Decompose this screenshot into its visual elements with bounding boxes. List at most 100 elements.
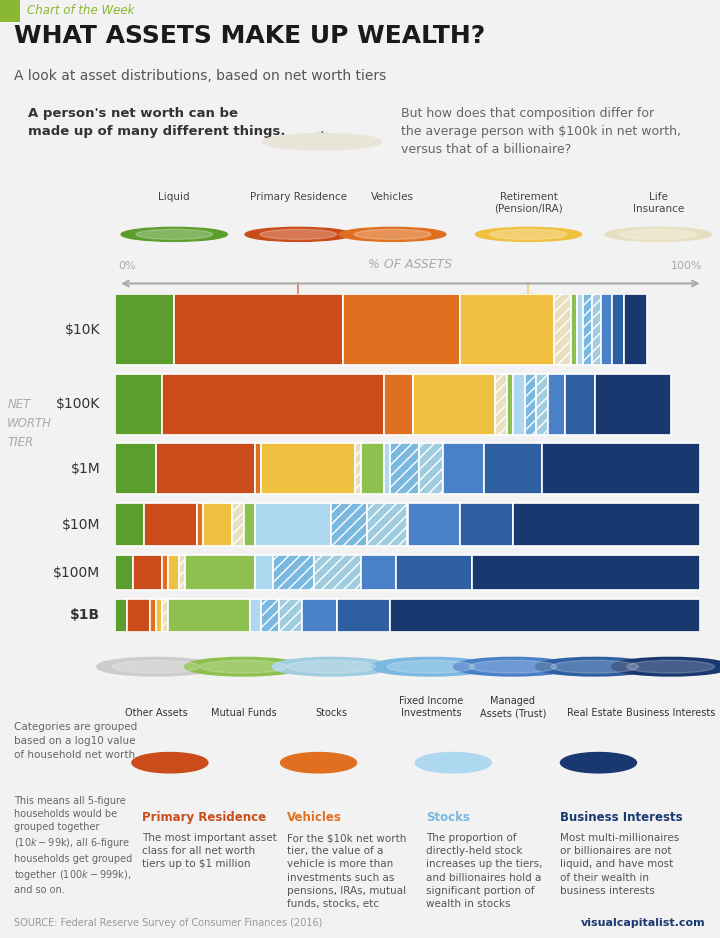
Bar (343, 294, 460, 366)
Bar (542, 444, 700, 494)
Circle shape (627, 660, 715, 673)
Bar (355, 444, 361, 494)
Bar (592, 294, 600, 366)
Bar (115, 374, 162, 435)
Circle shape (121, 227, 228, 241)
Circle shape (454, 658, 571, 675)
Circle shape (97, 658, 215, 675)
Text: The proportion of
directly-held stock
increases up the tiers,
and billionaires h: The proportion of directly-held stock in… (426, 833, 542, 909)
Text: NET
WORTH
TIER: NET WORTH TIER (7, 398, 53, 449)
Text: Chart of the Week: Chart of the Week (27, 5, 135, 18)
Bar (460, 503, 513, 546)
Text: WHAT ASSETS MAKE UP WEALTH?: WHAT ASSETS MAKE UP WEALTH? (14, 24, 486, 48)
Circle shape (620, 229, 697, 239)
Text: Vehicles: Vehicles (372, 192, 414, 203)
Circle shape (260, 229, 336, 239)
Bar (390, 444, 419, 494)
Bar (115, 444, 156, 494)
Bar (127, 598, 150, 632)
Bar (232, 503, 243, 546)
Text: 🚗: 🚗 (314, 755, 323, 770)
Bar (571, 294, 577, 366)
Text: 0%: 0% (118, 261, 136, 270)
Bar (548, 374, 565, 435)
Text: Real Estate: Real Estate (567, 708, 622, 719)
Bar (577, 294, 583, 366)
Circle shape (415, 752, 491, 773)
Text: Primary Residence: Primary Residence (143, 810, 266, 824)
Circle shape (387, 660, 474, 673)
Bar (168, 598, 250, 632)
Bar (203, 503, 232, 546)
Text: A look at asset distributions, based on net worth tiers: A look at asset distributions, based on … (14, 68, 387, 83)
Text: $10M: $10M (62, 518, 100, 532)
Circle shape (136, 229, 212, 239)
Text: Retirement
(Pension/IRA): Retirement (Pension/IRA) (494, 192, 563, 214)
Text: A person's net worth can be
made up of many different things.: A person's net worth can be made up of m… (28, 107, 286, 138)
Bar (612, 294, 624, 366)
Bar (524, 374, 536, 435)
Bar (156, 598, 162, 632)
Text: Vehicles: Vehicles (287, 810, 342, 824)
Bar (443, 444, 484, 494)
Text: Business Interests: Business Interests (626, 708, 716, 719)
Text: ⚙: ⚙ (311, 129, 333, 154)
Bar (408, 503, 460, 546)
Text: SOURCE: Federal Reserve Survey of Consumer Finances (2016): SOURCE: Federal Reserve Survey of Consum… (14, 917, 323, 928)
Bar (472, 554, 700, 590)
Text: visualcapitalist.com: visualcapitalist.com (581, 917, 706, 928)
Bar (384, 444, 390, 494)
Circle shape (281, 752, 356, 773)
Bar (243, 503, 256, 546)
Bar (390, 598, 700, 632)
Bar (460, 294, 554, 366)
Text: For the $10k net worth
tier, the value of a
vehicle is more than
investments suc: For the $10k net worth tier, the value o… (287, 833, 407, 909)
Text: $100M: $100M (53, 566, 100, 580)
Text: Stocks: Stocks (426, 810, 469, 824)
Text: Primary Residence: Primary Residence (250, 192, 347, 203)
Bar (361, 554, 396, 590)
Text: $1B: $1B (71, 609, 100, 623)
Circle shape (340, 227, 446, 241)
Bar (250, 598, 261, 632)
Bar (261, 444, 355, 494)
Bar (0, 0, 20, 22)
Bar (174, 294, 343, 366)
Text: Other Assets: Other Assets (125, 708, 187, 719)
Circle shape (551, 660, 639, 673)
Circle shape (469, 660, 557, 673)
Text: Life
Insurance: Life Insurance (633, 192, 684, 214)
Bar (565, 374, 595, 435)
Bar (256, 503, 331, 546)
Circle shape (560, 752, 636, 773)
Circle shape (132, 752, 208, 773)
Bar (595, 374, 671, 435)
Bar (115, 503, 144, 546)
Bar (115, 554, 132, 590)
Text: 🏠: 🏠 (166, 755, 174, 770)
Circle shape (287, 660, 375, 673)
Bar (115, 598, 127, 632)
Bar (361, 444, 384, 494)
Bar (185, 554, 256, 590)
Bar (507, 374, 513, 435)
Bar (256, 554, 273, 590)
Circle shape (273, 658, 390, 675)
Bar (261, 598, 279, 632)
Bar (115, 294, 174, 366)
Bar (513, 503, 700, 546)
Bar (144, 503, 197, 546)
Circle shape (354, 229, 431, 239)
Text: $10K: $10K (65, 323, 100, 337)
Bar (162, 598, 168, 632)
Bar (384, 374, 413, 435)
Bar (536, 374, 548, 435)
Bar (156, 444, 256, 494)
Text: Mutual Funds: Mutual Funds (211, 708, 276, 719)
Circle shape (475, 227, 582, 241)
Bar (256, 444, 261, 494)
Text: But how does that composition differ for
the average person with $100k in net wo: But how does that composition differ for… (402, 107, 681, 156)
Bar (314, 554, 361, 590)
Bar (337, 598, 390, 632)
Text: The most important asset
class for all net worth
tiers up to $1 million: The most important asset class for all n… (143, 833, 277, 870)
